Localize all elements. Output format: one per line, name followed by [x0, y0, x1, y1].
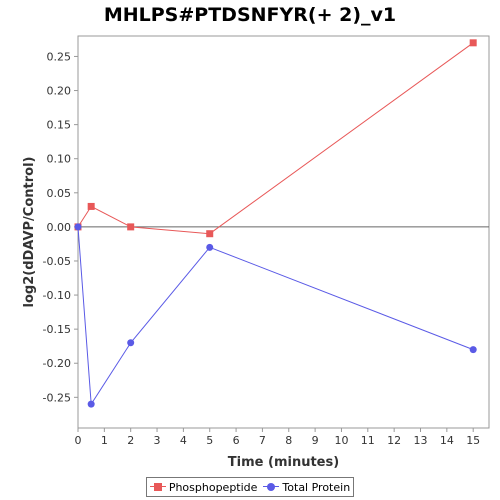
x-tick-label: 9	[312, 434, 319, 447]
legend-item-total-protein: Total Protein	[263, 481, 350, 494]
y-axis-ticks: 0.25 0.20 0.15 0.10 0.05 0.00 -0.05 -0.10 -0.15 -…	[43, 50, 78, 404]
data-point-total-protein	[206, 243, 214, 251]
x-tick-label: 11	[361, 434, 375, 447]
plot-area	[77, 35, 490, 429]
x-tick-label: 5	[206, 434, 213, 447]
y-tick-label: -0.05	[43, 255, 71, 268]
x-tick-label: 13	[414, 434, 428, 447]
x-axis-ticks: 0 1 2 3 4 5 6 7 8 9 10 11 12 13 14 15	[75, 428, 480, 447]
x-tick-label: 6	[233, 434, 240, 447]
x-tick-label: 14	[440, 434, 454, 447]
x-tick-label: 4	[180, 434, 187, 447]
legend-swatch-circle-icon	[263, 482, 280, 492]
y-tick-label: 0.10	[47, 153, 72, 166]
x-tick-label: 8	[285, 434, 292, 447]
y-axis-label: log2(dDAVP/Control)	[22, 157, 37, 308]
data-point-phosphopeptide	[127, 223, 135, 231]
legend-swatch-square-icon	[149, 482, 166, 492]
legend-label-phosphopeptide: Phosphopeptide	[168, 480, 258, 494]
y-tick-label: 0.15	[47, 119, 72, 132]
x-tick-label: 0	[75, 434, 82, 447]
data-point-phosphopeptide	[206, 230, 214, 238]
series-layer	[74, 39, 477, 408]
data-point-total-protein	[127, 339, 135, 347]
data-point-total-protein	[74, 223, 82, 231]
chart-title: MHLPS#PTDSNFYR(+ 2)_v1	[103, 4, 397, 26]
x-tick-label: 1	[101, 434, 108, 447]
data-point-total-protein	[87, 400, 95, 408]
x-tick-label: 7	[259, 434, 266, 447]
y-tick-label: 0.05	[47, 187, 72, 200]
y-tick-label: -0.20	[43, 357, 71, 370]
legend: Phosphopeptide Total Protein	[146, 477, 354, 497]
x-tick-label: 3	[154, 434, 161, 447]
x-tick-label: 12	[387, 434, 401, 447]
legend-item-phosphopeptide: Phosphopeptide	[149, 480, 258, 494]
x-axis-label: Time (minutes)	[228, 455, 339, 470]
legend-label-total-protein: Total Protein	[282, 480, 351, 494]
data-point-phosphopeptide	[87, 202, 95, 210]
y-tick-label: -0.15	[43, 323, 71, 336]
x-tick-label: 15	[466, 434, 480, 447]
y-tick-label: -0.10	[43, 289, 71, 302]
data-point-total-protein	[469, 346, 477, 354]
y-tick-label: 0.25	[47, 50, 72, 63]
data-point-phosphopeptide	[469, 39, 477, 47]
y-tick-label: 0.20	[47, 85, 72, 98]
y-tick-label: 0.00	[47, 221, 72, 234]
y-tick-label: -0.25	[43, 391, 71, 404]
x-tick-label: 2	[127, 434, 134, 447]
x-tick-label: 10	[334, 434, 348, 447]
